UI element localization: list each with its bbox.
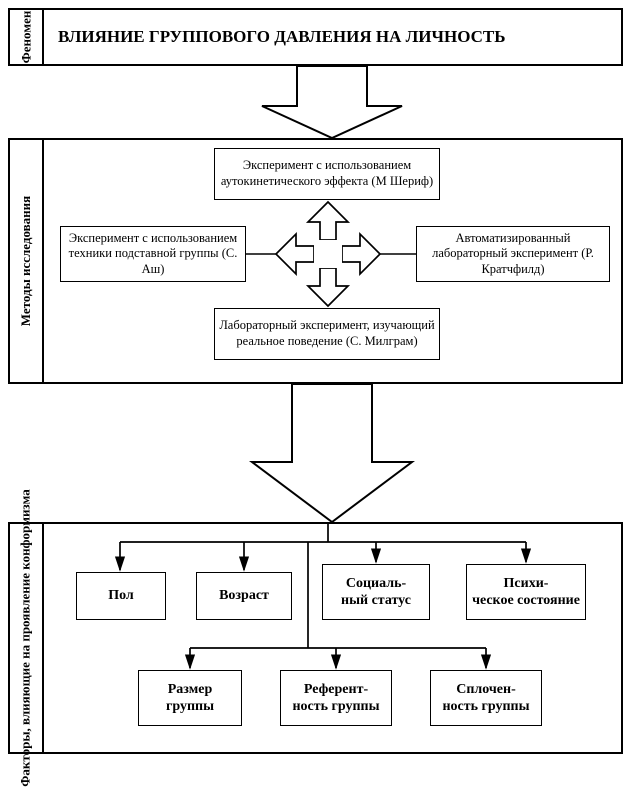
section-label-text: Факторы, влияющие на проявление конформи… (18, 489, 34, 786)
node-text: Автоматизированный лабораторный эксперим… (421, 231, 605, 278)
section-phenomenon: ВЛИЯНИЕ ГРУППОВОГО ДАВЛЕНИЯ НА ЛИЧНОСТЬ (42, 8, 623, 66)
phenomenon-title: ВЛИЯНИЕ ГРУППОВОГО ДАВЛЕНИЯ НА ЛИЧНОСТЬ (44, 27, 621, 47)
factor-node: Пол (76, 572, 166, 620)
node-text: Эксперимент с использованием аутокинетич… (219, 158, 435, 189)
factor-node: Референт-ность группы (280, 670, 392, 726)
section-label-text: Методы исследования (18, 196, 34, 326)
diagram-root: Феномен ВЛИЯНИЕ ГРУППОВОГО ДАВЛЕНИЯ НА Л… (8, 8, 623, 754)
node-text: Сплочен-ность группы (442, 681, 529, 716)
method-node-left: Эксперимент с использованием техники под… (60, 226, 246, 282)
node-text: Лабораторный эксперимент, изучающий реал… (219, 318, 435, 349)
node-text: Референт-ность группы (292, 681, 379, 716)
node-text: Психи-ческое состояние (472, 575, 580, 610)
node-text: Размер группы (143, 681, 237, 716)
factor-node: Возраст (196, 572, 292, 620)
factor-node: Психи-ческое состояние (466, 564, 586, 620)
section-label-factors: Факторы, влияющие на проявление конформи… (8, 522, 42, 754)
section-label-methods: Методы исследования (8, 138, 42, 384)
factor-node: Социаль-ный статус (322, 564, 430, 620)
node-text: Социаль-ный статус (341, 575, 411, 610)
method-node-bottom: Лабораторный эксперимент, изучающий реал… (214, 308, 440, 360)
section-label-phenomenon: Феномен (8, 8, 42, 66)
method-node-right: Автоматизированный лабораторный эксперим… (416, 226, 610, 282)
node-text: Эксперимент с использованием техники под… (65, 231, 241, 278)
big-arrow-icon (262, 66, 402, 138)
node-text: Пол (108, 587, 134, 605)
factor-node: Размер группы (138, 670, 242, 726)
node-text: Возраст (219, 587, 269, 605)
method-node-top: Эксперимент с использованием аутокинетич… (214, 148, 440, 200)
big-arrow-icon (252, 384, 412, 522)
section-label-text: Феномен (18, 11, 34, 64)
factor-node: Сплочен-ность группы (430, 670, 542, 726)
